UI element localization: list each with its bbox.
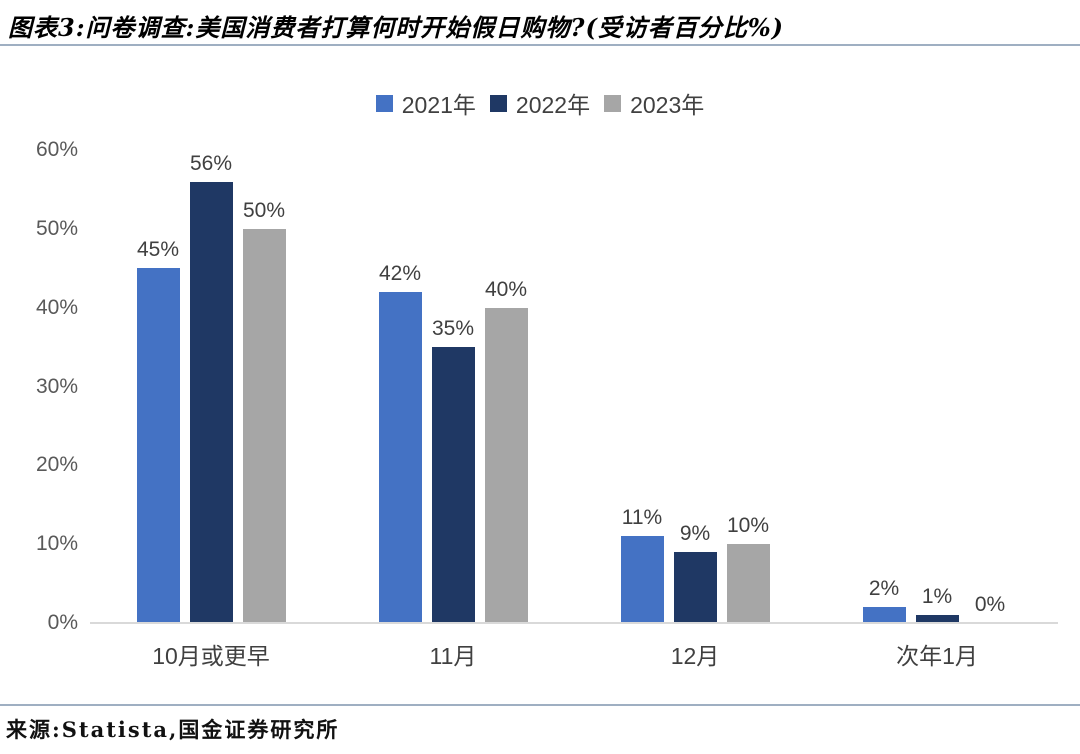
x-category-label: 次年1月: [896, 643, 978, 669]
bar-2022年-10月或更早: [189, 181, 233, 623]
bar-column: 0%: [969, 593, 1012, 623]
bar-value-label: 42%: [378, 261, 422, 285]
bar-column: 2%: [862, 577, 906, 623]
bar-value-label: 10%: [726, 514, 770, 538]
bar-value-label: 50%: [242, 198, 286, 222]
legend-swatch-icon: [489, 94, 507, 112]
bar-group-次年1月: 2% 1% 0%: [816, 150, 1058, 623]
y-tick-label: 0%: [47, 611, 78, 634]
bar-2023年-12月: [726, 544, 770, 623]
plot-area: 45% 56% 50% 42% 35% 40% 11% 9% 10% 2% 1% 0%: [90, 150, 1058, 623]
bar-value-label: 11%: [621, 506, 663, 530]
legend-label: 2021年: [401, 92, 476, 118]
source-text: 来源:Statista,国金证券研究所: [6, 717, 340, 742]
bar-column: 9%: [673, 522, 717, 623]
bar-column: 35%: [431, 317, 475, 623]
legend-item-2023年: 2023年: [604, 86, 704, 120]
x-axis-line: [90, 622, 1058, 624]
x-category-label: 10月或更早: [152, 643, 270, 669]
figure-title: 图表3:问卷调查:美国消费者打算何时开始假日购物?(受访者百分比%): [8, 13, 784, 42]
x-axis-labels: 10月或更早 11月 12月 次年1月: [90, 637, 1058, 671]
chart-legend: 2021年 2022年 2023年: [0, 86, 1080, 120]
y-tick-label: 20%: [35, 453, 78, 477]
y-tick-label: 60%: [35, 138, 78, 161]
bar-group-11月: 42% 35% 40%: [332, 150, 574, 623]
bar-column: 56%: [189, 151, 233, 623]
legend-swatch-icon: [604, 94, 622, 112]
bar-value-label: 40%: [484, 277, 528, 301]
y-tick-label: 30%: [35, 374, 78, 398]
bar-group-12月: 11% 9% 10%: [574, 150, 816, 623]
legend-label: 2023年: [630, 92, 705, 118]
bar-2022年-11月: [431, 347, 475, 623]
y-tick-label: 40%: [35, 295, 78, 319]
bar-column: 40%: [484, 277, 528, 623]
x-category-label: 11月: [429, 643, 477, 669]
bar-value-label: 0%: [974, 593, 1006, 616]
y-tick-label: 50%: [35, 216, 78, 240]
bar-2022年-12月: [673, 552, 717, 623]
bar-2023年-10月或更早: [242, 228, 286, 623]
legend-item-2022年: 2022年: [489, 86, 591, 120]
bar-value-label: 9%: [679, 522, 711, 546]
bar-column: 50%: [242, 198, 286, 623]
bar-column: 42%: [378, 261, 422, 623]
legend-swatch-icon: [375, 94, 393, 112]
bar-column: 45%: [136, 238, 180, 623]
bar-2021年-12月: [620, 536, 664, 623]
bar-column: 10%: [726, 514, 770, 623]
bar-2021年-10月或更早: [136, 268, 180, 623]
legend-label: 2022年: [515, 92, 591, 118]
bar-value-label: 1%: [921, 585, 953, 609]
legend-item-2021年: 2021年: [375, 86, 476, 120]
bar-value-label: 45%: [136, 238, 180, 262]
bar-2021年-11月: [378, 291, 422, 623]
footer-divider: [0, 704, 1080, 706]
bar-group-10月或更早: 45% 56% 50%: [90, 150, 332, 623]
bar-value-label: 35%: [431, 317, 475, 341]
bar-column: 11%: [620, 506, 664, 623]
bar-2021年-次年1月: [862, 607, 906, 623]
bar-column: 1%: [915, 585, 959, 623]
bar-2022年-次年1月: [915, 615, 959, 623]
header-divider: [0, 44, 1080, 46]
x-category-label: 12月: [670, 643, 720, 669]
bar-value-label: 2%: [868, 577, 900, 601]
bar-value-label: 56%: [189, 151, 233, 175]
y-axis: 0% 10% 20% 30% 40% 50% 60%: [0, 139, 78, 634]
y-tick-label: 10%: [35, 532, 78, 556]
bar-2023年-11月: [484, 307, 528, 623]
